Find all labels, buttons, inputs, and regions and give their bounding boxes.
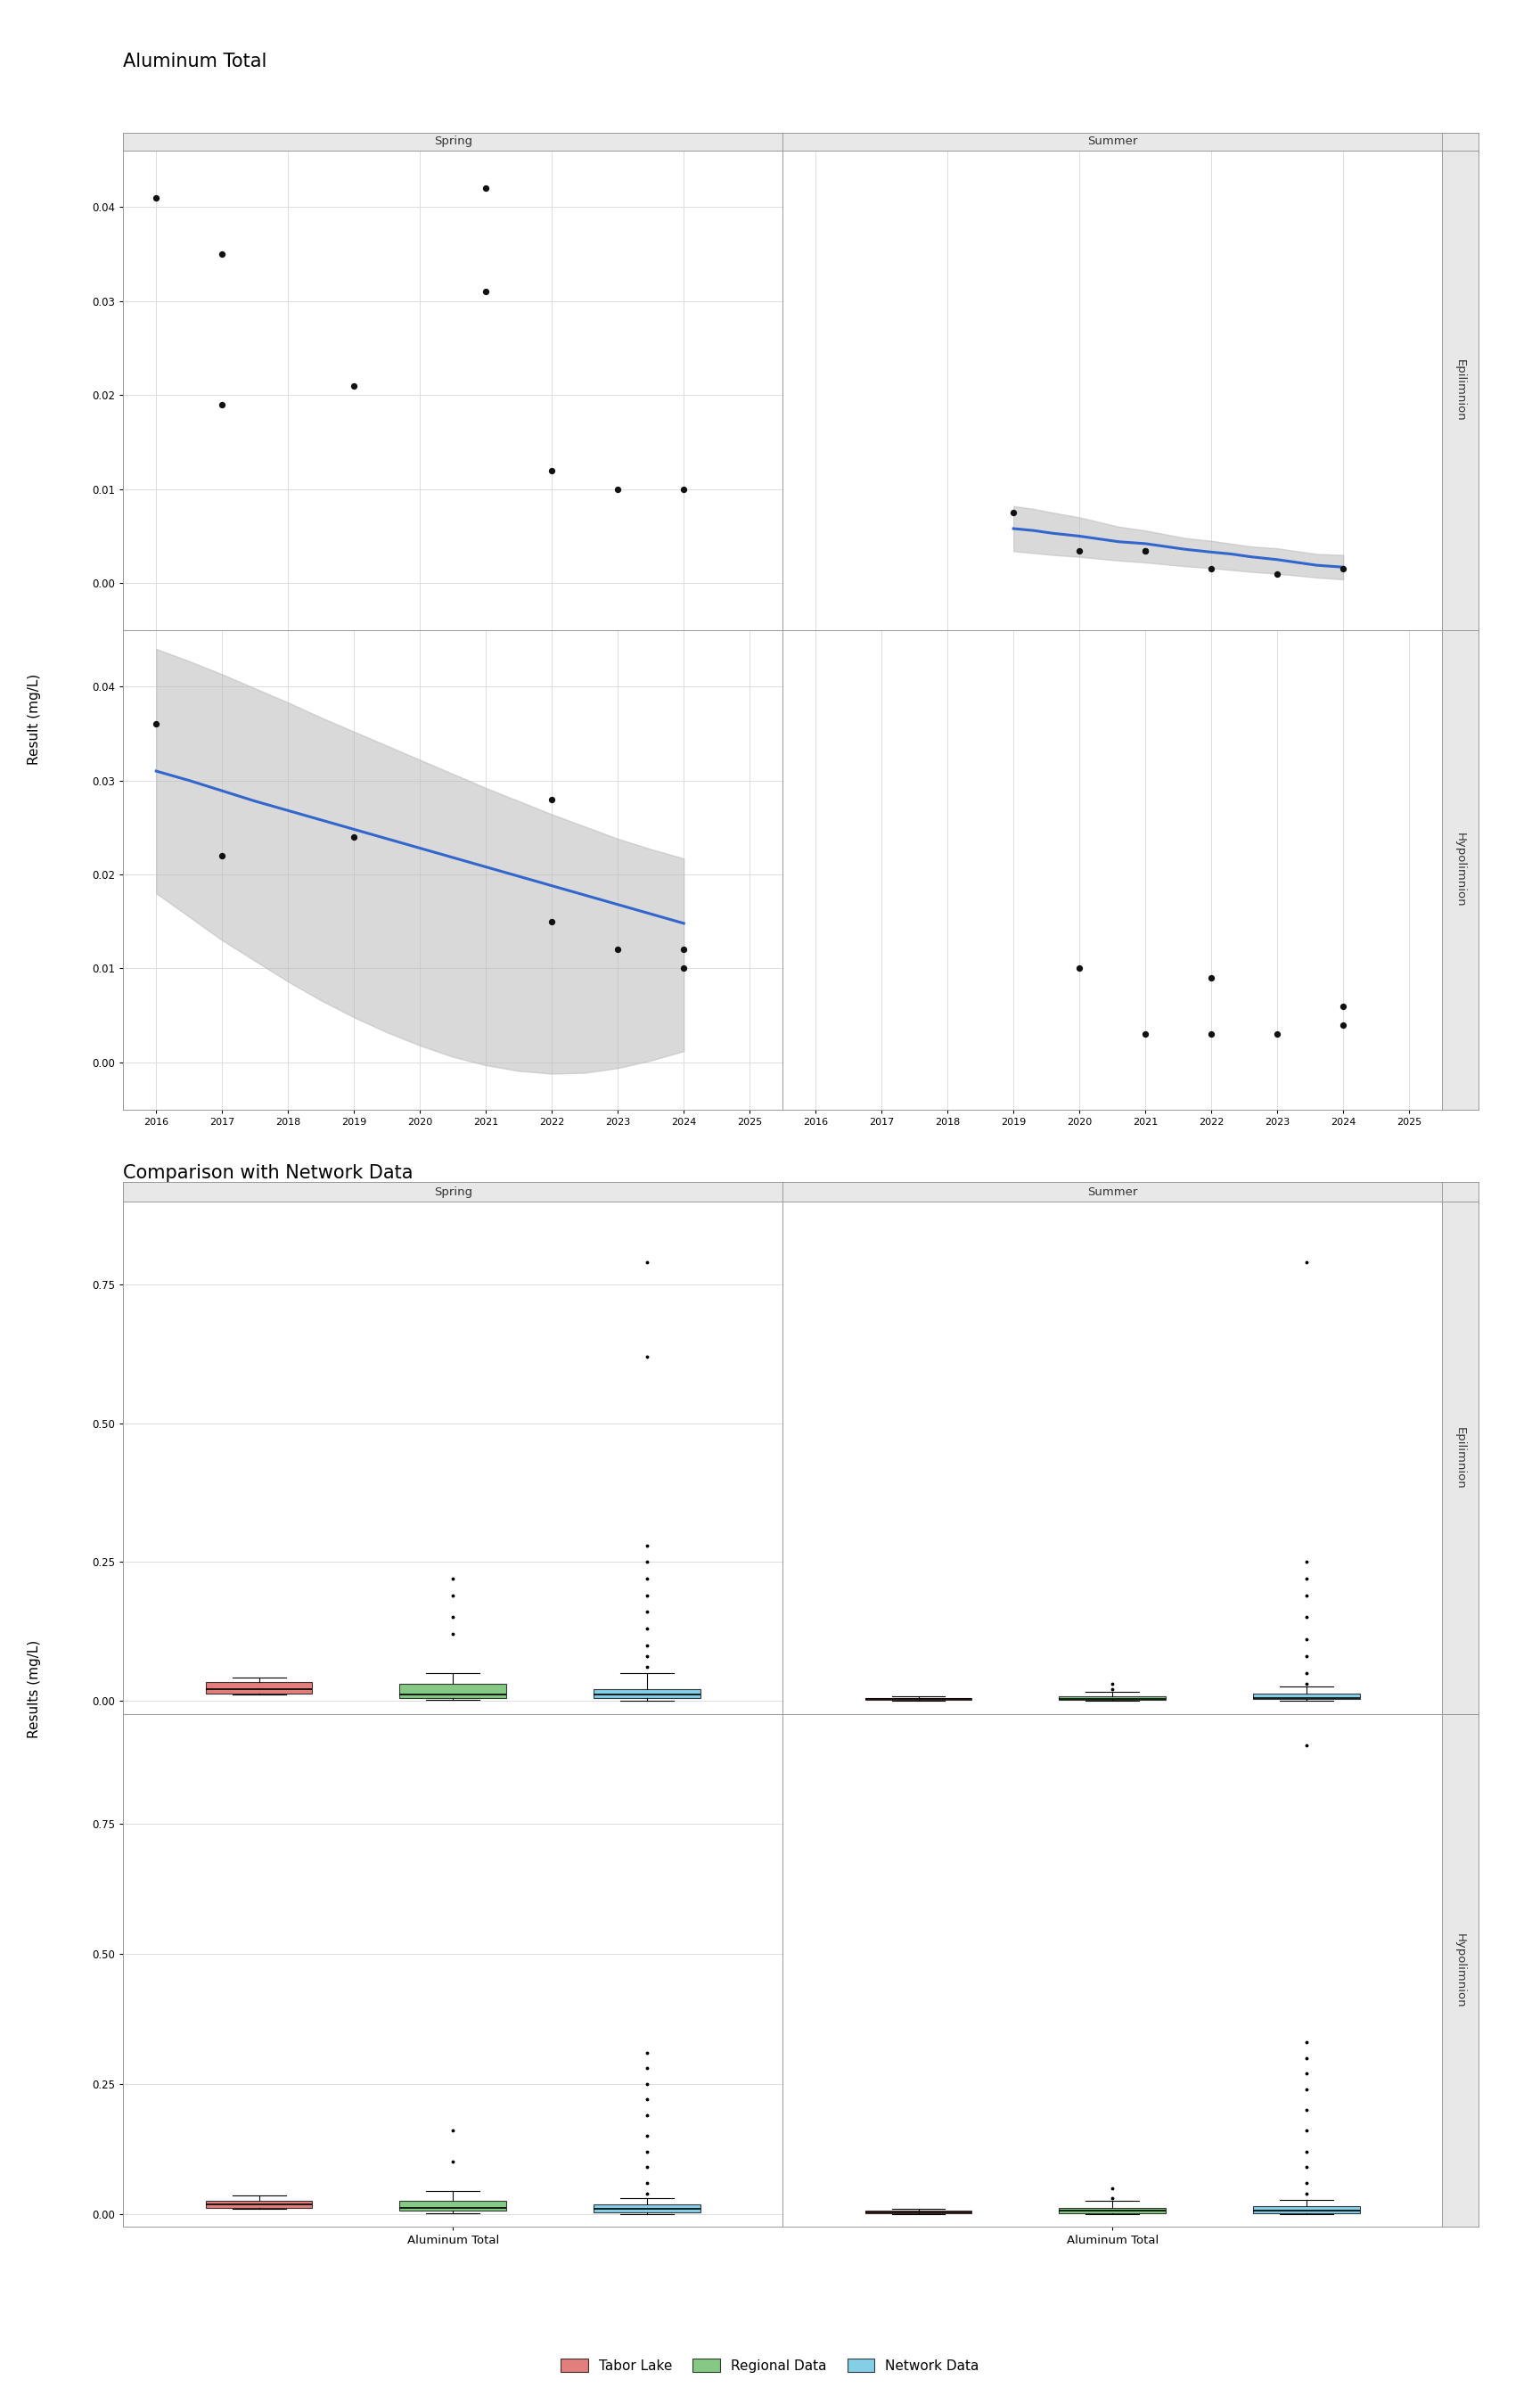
Point [1200, 549, 1224, 587]
Text: Summer: Summer [1087, 137, 1138, 149]
PathPatch shape [206, 2200, 313, 2207]
Text: Result (mg/L): Result (mg/L) [28, 673, 40, 764]
Text: Comparison with Network Data: Comparison with Network Data [123, 1164, 413, 1181]
Point [1133, 1016, 1158, 1054]
Point [605, 930, 630, 968]
Point [474, 170, 499, 208]
Point [671, 930, 696, 968]
Point [539, 450, 564, 489]
PathPatch shape [1060, 1696, 1166, 1699]
PathPatch shape [206, 1682, 313, 1694]
Point [209, 836, 234, 875]
Text: Results (mg/L): Results (mg/L) [28, 1639, 40, 1739]
Point [1331, 549, 1355, 587]
Point [1264, 553, 1289, 592]
Point [1133, 532, 1158, 570]
Legend: Tabor Lake, Regional Data, Network Data: Tabor Lake, Regional Data, Network Data [554, 2353, 986, 2379]
Text: Spring: Spring [434, 137, 473, 149]
Point [143, 704, 168, 743]
PathPatch shape [399, 2202, 507, 2212]
Text: Hypolimnion: Hypolimnion [1454, 1934, 1466, 2008]
Text: Epilimnion: Epilimnion [1454, 1428, 1466, 1488]
PathPatch shape [593, 1689, 701, 1699]
PathPatch shape [399, 1684, 507, 1699]
Point [342, 817, 367, 855]
Point [671, 470, 696, 508]
Point [1331, 1006, 1355, 1045]
Text: Epilimnion: Epilimnion [1454, 359, 1466, 422]
Point [1264, 1016, 1289, 1054]
PathPatch shape [1254, 2207, 1360, 2214]
Text: Aluminum Total: Aluminum Total [123, 53, 266, 69]
Point [605, 470, 630, 508]
Point [671, 949, 696, 987]
Point [1331, 987, 1355, 1025]
Point [209, 386, 234, 424]
Point [1200, 958, 1224, 997]
Point [539, 903, 564, 942]
PathPatch shape [593, 2204, 701, 2212]
Point [1133, 532, 1158, 570]
PathPatch shape [1254, 1694, 1360, 1699]
Point [342, 367, 367, 405]
Point [1067, 532, 1092, 570]
Point [1200, 1016, 1224, 1054]
Text: Summer: Summer [1087, 1186, 1138, 1198]
Point [474, 273, 499, 311]
Text: Hypolimnion: Hypolimnion [1454, 831, 1466, 908]
Text: Spring: Spring [434, 1186, 473, 1198]
Point [1001, 494, 1026, 532]
Point [143, 180, 168, 218]
Point [209, 235, 234, 273]
PathPatch shape [865, 2212, 972, 2214]
PathPatch shape [1060, 2207, 1166, 2214]
Point [1067, 949, 1092, 987]
Point [539, 781, 564, 819]
